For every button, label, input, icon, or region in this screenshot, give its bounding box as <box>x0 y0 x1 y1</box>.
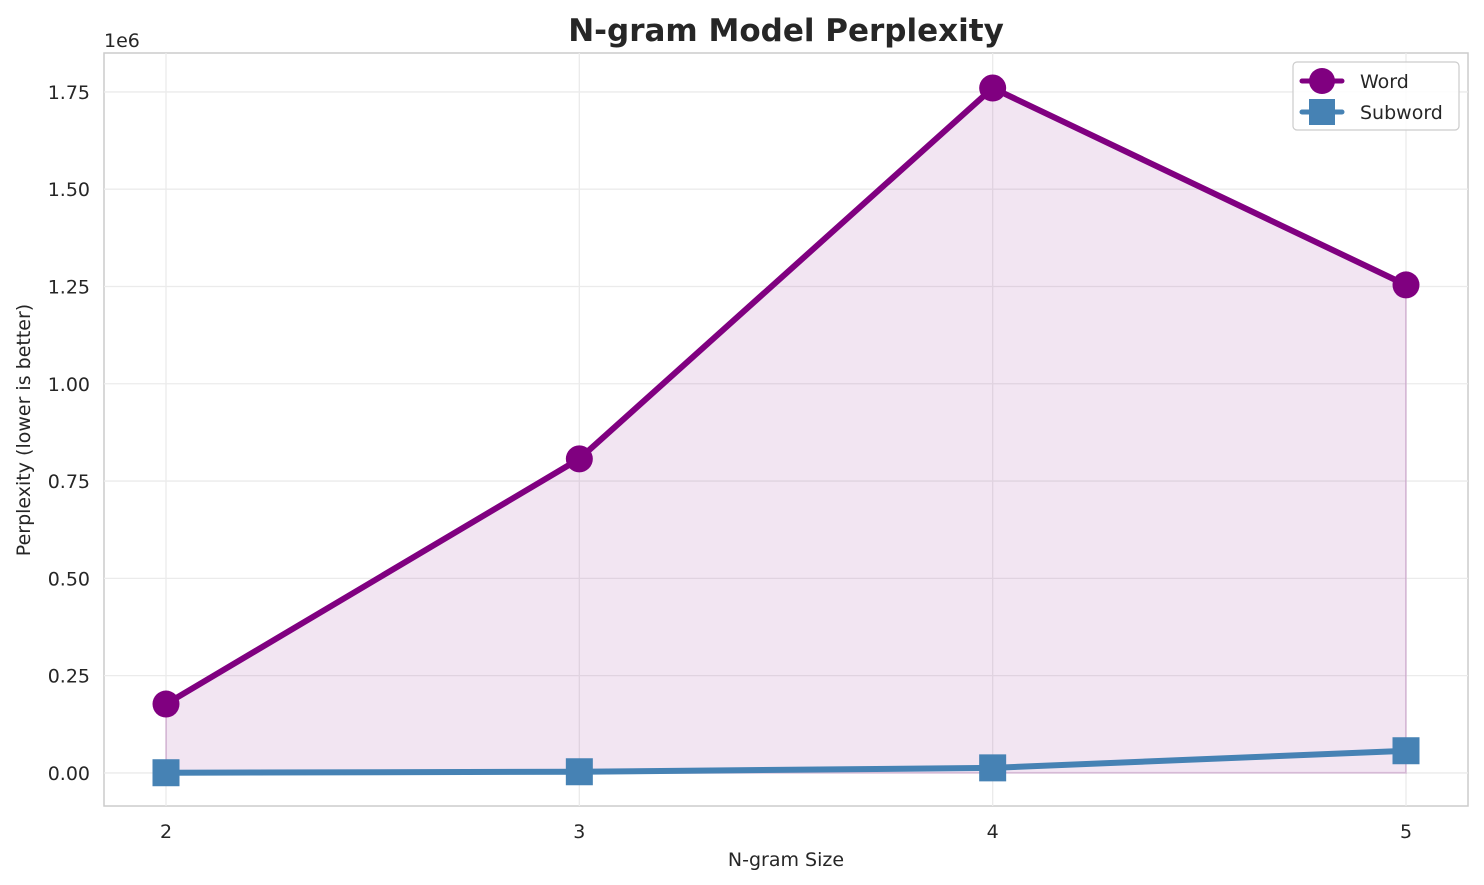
circle-marker-icon <box>1392 271 1420 299</box>
x-tick-label: 2 <box>160 821 172 843</box>
square-marker-icon <box>1309 99 1335 125</box>
y-tick-label: 0.25 <box>48 666 90 688</box>
legend: Word Subword <box>1292 61 1460 131</box>
square-marker-icon <box>565 758 593 786</box>
series-lines <box>163 85 1409 776</box>
legend-item-subword: Subword <box>1299 99 1443 125</box>
legend-label-word: Word <box>1360 71 1409 93</box>
x-tick-label: 4 <box>987 821 999 843</box>
circle-marker-icon <box>152 690 180 718</box>
y-tick-label: 1.50 <box>48 179 90 201</box>
y-axis-label: Perplexity (lower is better) <box>13 304 35 556</box>
circle-marker-icon <box>979 74 1007 102</box>
chart-title: N-gram Model Perplexity <box>568 13 1004 49</box>
subword-line <box>163 747 1409 776</box>
circle-marker-icon <box>1309 68 1335 94</box>
x-tick-label: 5 <box>1400 821 1412 843</box>
square-marker-icon <box>1392 737 1420 765</box>
legend-item-word: Word <box>1299 68 1409 94</box>
y-tick-label: 0.00 <box>48 763 90 785</box>
series-markers <box>152 74 1420 787</box>
y-tick-label: 1.00 <box>48 374 90 396</box>
y-tick-label: 1.25 <box>48 276 90 298</box>
y-tick-label: 0.50 <box>48 568 90 590</box>
square-marker-icon <box>152 759 180 787</box>
y-scale-multiplier: 1e6 <box>104 30 140 52</box>
circle-marker-icon <box>565 445 593 473</box>
plot-frame <box>103 52 1469 807</box>
square-marker-icon <box>979 754 1007 782</box>
x-tick-label: 3 <box>573 821 585 843</box>
plot-area <box>103 52 1469 807</box>
y-tick-label: 0.75 <box>48 471 90 493</box>
legend-label-subword: Subword <box>1360 102 1443 124</box>
x-axis-label: N-gram Size <box>728 849 844 871</box>
y-axis-ticks: 0.00 0.25 0.50 0.75 1.00 1.25 1.50 1.75 <box>48 82 90 785</box>
x-axis-ticks: 2 3 4 5 <box>160 821 1412 843</box>
word-line <box>163 85 1409 708</box>
y-tick-label: 1.75 <box>48 82 90 104</box>
